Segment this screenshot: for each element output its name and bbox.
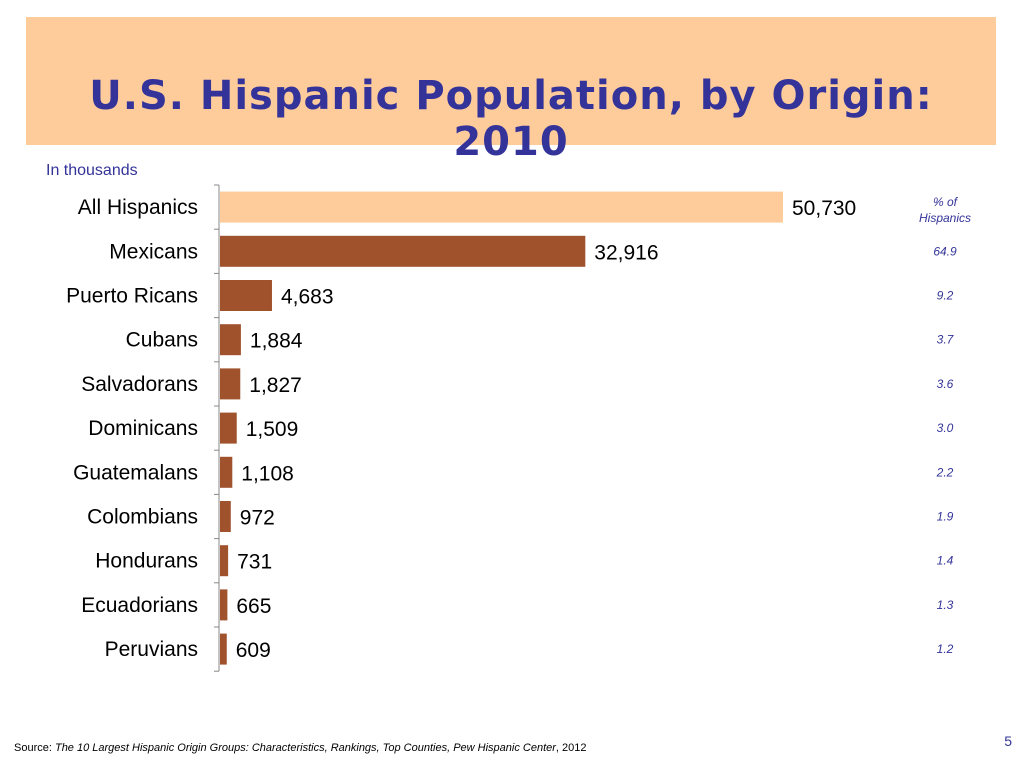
source-prefix: Source: (14, 742, 55, 754)
data-label: 1,509 (246, 418, 299, 441)
category-label: Guatemalans (73, 461, 198, 484)
data-label: 665 (236, 595, 271, 618)
bar (220, 280, 272, 311)
data-label: 1,108 (241, 462, 294, 485)
category-label: Ecuadorians (81, 594, 198, 617)
data-label: 4,683 (281, 286, 334, 309)
pct-label: 3.7 (937, 333, 955, 347)
bar (220, 412, 237, 444)
category-label: Colombians (87, 506, 198, 529)
pct-label: 2.2 (936, 465, 954, 479)
bar (220, 501, 231, 532)
page-number: 5 (1004, 733, 1012, 749)
pct-label: 3.0 (937, 421, 954, 435)
chart-subtitle: In thousands (46, 162, 138, 179)
data-label: 50,730 (792, 197, 856, 220)
category-label: Dominicans (88, 417, 198, 440)
source-suffix: , 2012 (555, 742, 587, 754)
category-label: Salvadorans (81, 373, 198, 396)
data-label: 731 (237, 551, 272, 574)
bar (220, 545, 229, 577)
category-label: Mexicans (109, 240, 198, 263)
pct-label: 1.2 (937, 642, 954, 656)
pct-label: 3.6 (937, 377, 954, 391)
source-note: Source: The 10 Largest Hispanic Origin G… (14, 742, 587, 754)
category-label: Hondurans (95, 550, 198, 573)
bar (220, 589, 228, 621)
data-label: 32,916 (594, 241, 658, 264)
data-label: 972 (240, 507, 275, 530)
data-label: 1,827 (249, 374, 302, 397)
bar (220, 235, 586, 267)
bar (220, 633, 227, 665)
source-title: The 10 Largest Hispanic Origin Groups: C… (54, 742, 556, 754)
page-title: U.S. Hispanic Population, by Origin: 201… (89, 73, 933, 165)
bar (220, 324, 241, 356)
bar (220, 368, 241, 400)
pct-label: 1.4 (937, 554, 954, 568)
category-label: All Hispanics (78, 196, 198, 219)
bar (220, 456, 233, 488)
title-band: U.S. Hispanic Population, by Origin: 201… (26, 17, 996, 165)
pct-label: 1.9 (937, 510, 954, 524)
bar (220, 191, 783, 223)
category-label: Puerto Ricans (66, 285, 198, 308)
category-label: Cubans (126, 329, 198, 352)
data-label: 1,884 (250, 330, 303, 353)
pct-label: 9.2 (937, 289, 954, 303)
pct-header-line2: Hispanics (918, 211, 972, 225)
pct-label: 64.9 (933, 244, 957, 258)
data-label: 609 (236, 639, 271, 662)
category-label: Peruvians (105, 638, 198, 661)
pct-column-header: % of Hispanics (900, 194, 990, 226)
pct-header-line1: % of (932, 195, 957, 209)
pct-label: 1.3 (937, 598, 954, 612)
